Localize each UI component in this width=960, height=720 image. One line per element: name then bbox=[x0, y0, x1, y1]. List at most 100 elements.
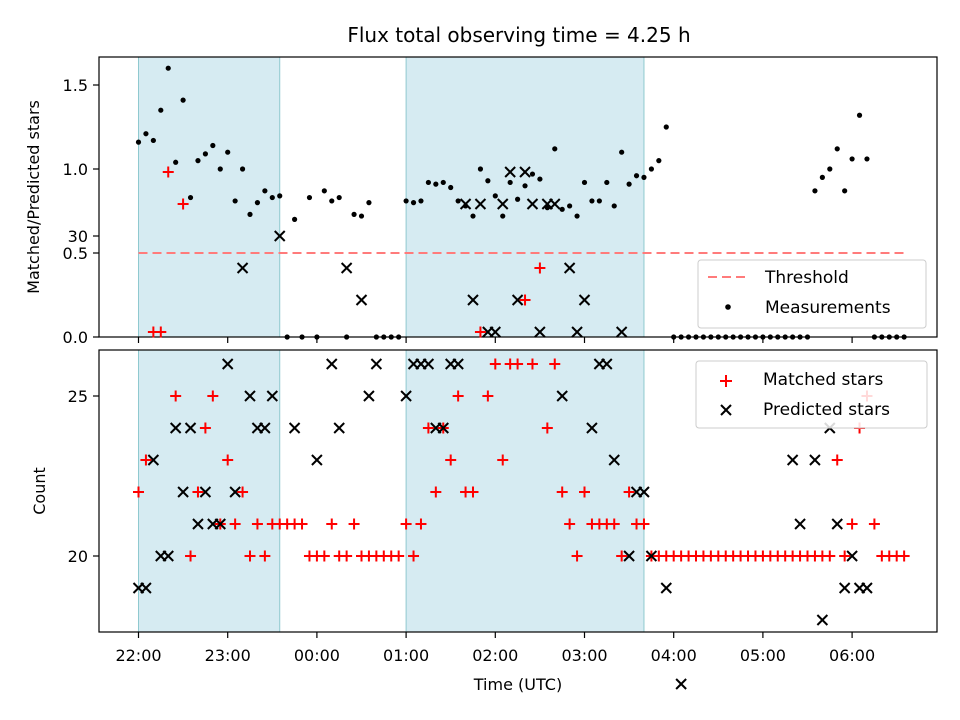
matched-star-marker bbox=[251, 518, 263, 530]
bottom-x-tick-label: 22:00 bbox=[115, 646, 161, 665]
measurement-point bbox=[210, 142, 216, 149]
legend-threshold-label: Threshold bbox=[764, 268, 849, 288]
matched-star-marker bbox=[868, 518, 880, 530]
measurement-point bbox=[292, 216, 298, 222]
matched-star-marker bbox=[467, 486, 479, 498]
bottom-shaded-interval bbox=[405, 349, 645, 633]
matched-star-marker bbox=[177, 198, 189, 210]
predicted-star-marker bbox=[615, 326, 628, 338]
measurement-point bbox=[864, 156, 870, 162]
matched-star-marker bbox=[341, 550, 353, 562]
measurement-point bbox=[410, 200, 417, 206]
measurement-point bbox=[135, 139, 142, 145]
measurement-point bbox=[834, 146, 840, 152]
measurement-point bbox=[477, 166, 484, 172]
matched-star-marker bbox=[222, 454, 234, 466]
measurement-point bbox=[225, 149, 231, 155]
top-y-tick-label: 0.5 bbox=[63, 244, 88, 263]
predicted-star-marker bbox=[838, 582, 851, 594]
predicted-star-marker bbox=[586, 422, 598, 434]
matched-star-marker bbox=[422, 422, 434, 434]
matched-star-marker bbox=[133, 486, 144, 498]
measurement-point bbox=[567, 203, 573, 209]
predicted-star-marker bbox=[400, 390, 412, 402]
measurement-point bbox=[358, 213, 365, 219]
measurement-point bbox=[819, 174, 825, 180]
predicted-star-marker bbox=[563, 262, 576, 274]
predicted-star-marker bbox=[638, 486, 650, 498]
measurement-point bbox=[336, 194, 342, 201]
matched-star-marker bbox=[408, 550, 420, 562]
measurement-point bbox=[455, 198, 461, 204]
predicted-star-marker bbox=[497, 198, 509, 210]
matched-star-marker bbox=[616, 550, 628, 562]
matched-star-marker bbox=[564, 518, 576, 530]
top-y-ticks: 0.0 0.5 1.0 1.5 bbox=[63, 76, 99, 347]
top-y-axis-label: Matched/Predicted stars bbox=[24, 100, 43, 294]
measurement-point bbox=[641, 174, 647, 180]
measurement-point bbox=[418, 198, 424, 204]
matched-star-marker bbox=[831, 454, 843, 466]
predicted-star-marker bbox=[326, 358, 338, 370]
measurement-point bbox=[537, 176, 543, 182]
measurement-point bbox=[611, 203, 617, 209]
matched-star-marker bbox=[192, 486, 204, 498]
chart-title: Flux total observing time = 4.25 h bbox=[347, 23, 690, 47]
top-axes-frame bbox=[98, 56, 938, 338]
matched-star-marker bbox=[839, 550, 851, 562]
measurement-point bbox=[648, 166, 655, 172]
measurement-point bbox=[440, 179, 446, 186]
predicted-star-marker bbox=[147, 454, 160, 466]
measurement-point bbox=[403, 198, 409, 204]
top-y-tick-label: 1.5 bbox=[63, 76, 88, 95]
measurement-point bbox=[663, 124, 669, 130]
predicted-star-marker bbox=[623, 550, 635, 562]
measurement-point bbox=[247, 211, 253, 217]
predicted-star-marker bbox=[474, 198, 487, 210]
measurement-point bbox=[500, 213, 506, 219]
predicted-star-marker bbox=[467, 294, 479, 306]
matched-star-marker bbox=[519, 294, 531, 306]
predicted-star-marker bbox=[549, 198, 561, 210]
matched-star-marker bbox=[623, 486, 635, 498]
measurement-point bbox=[856, 112, 863, 118]
x-axis-label: Time (UTC) bbox=[473, 675, 562, 694]
predicted-star-marker bbox=[675, 678, 687, 690]
bottom-x-tick-label: 06:00 bbox=[829, 646, 875, 665]
predicted-star-marker bbox=[608, 454, 620, 466]
predicted-star-marker bbox=[214, 518, 226, 530]
bottom-x-ticks: 22:00 23:00 00:00 01:00 02:00 03:00 04:00 05:00… bbox=[115, 632, 875, 665]
measurement-point bbox=[581, 179, 588, 186]
matched-star-marker bbox=[512, 358, 524, 370]
bottom-y-axis-label: Count bbox=[30, 467, 49, 515]
legend-matched-label: Matched stars bbox=[763, 370, 883, 390]
measurement-point bbox=[522, 183, 528, 189]
predicted-star-marker bbox=[311, 454, 323, 466]
predicted-star-marker bbox=[266, 390, 279, 402]
predicted-star-marker bbox=[259, 422, 271, 434]
measurement-point bbox=[217, 166, 223, 172]
predicted-star-marker bbox=[437, 422, 449, 434]
measurement-point bbox=[351, 211, 357, 217]
predicted-star-markers bbox=[132, 166, 873, 690]
measurement-point bbox=[329, 198, 335, 204]
top-legend-box bbox=[697, 259, 927, 329]
predicted-star-marker bbox=[288, 422, 301, 434]
bottom-y-ticks: 20 25 30 bbox=[68, 227, 99, 566]
predicted-star-marker bbox=[229, 486, 241, 498]
legend-measurement-swatch bbox=[725, 304, 731, 310]
matched-star-marker bbox=[489, 358, 501, 370]
matched-star-marker bbox=[608, 518, 620, 530]
predicted-star-marker bbox=[140, 582, 152, 594]
measurement-point bbox=[195, 158, 201, 164]
measurement-point bbox=[574, 213, 580, 219]
matched-star-marker bbox=[326, 518, 338, 530]
top-y-tick-label: 1.0 bbox=[63, 160, 88, 179]
measurement-point bbox=[589, 198, 595, 204]
predicted-star-marker bbox=[363, 390, 375, 402]
measurement-point bbox=[321, 188, 327, 194]
predicted-star-marker bbox=[861, 582, 873, 594]
bottom-x-tick-label: 00:00 bbox=[294, 646, 340, 665]
measurement-point bbox=[633, 173, 640, 179]
predicted-star-marker bbox=[504, 166, 516, 178]
